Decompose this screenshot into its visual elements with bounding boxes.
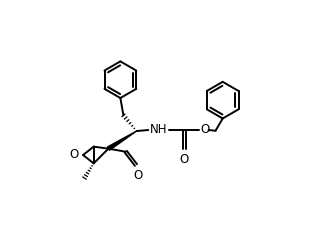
Text: O: O: [180, 154, 189, 166]
Text: NH: NH: [150, 123, 167, 136]
Text: O: O: [69, 149, 79, 161]
Polygon shape: [107, 131, 137, 150]
Text: O: O: [200, 123, 210, 136]
Text: O: O: [133, 169, 142, 182]
